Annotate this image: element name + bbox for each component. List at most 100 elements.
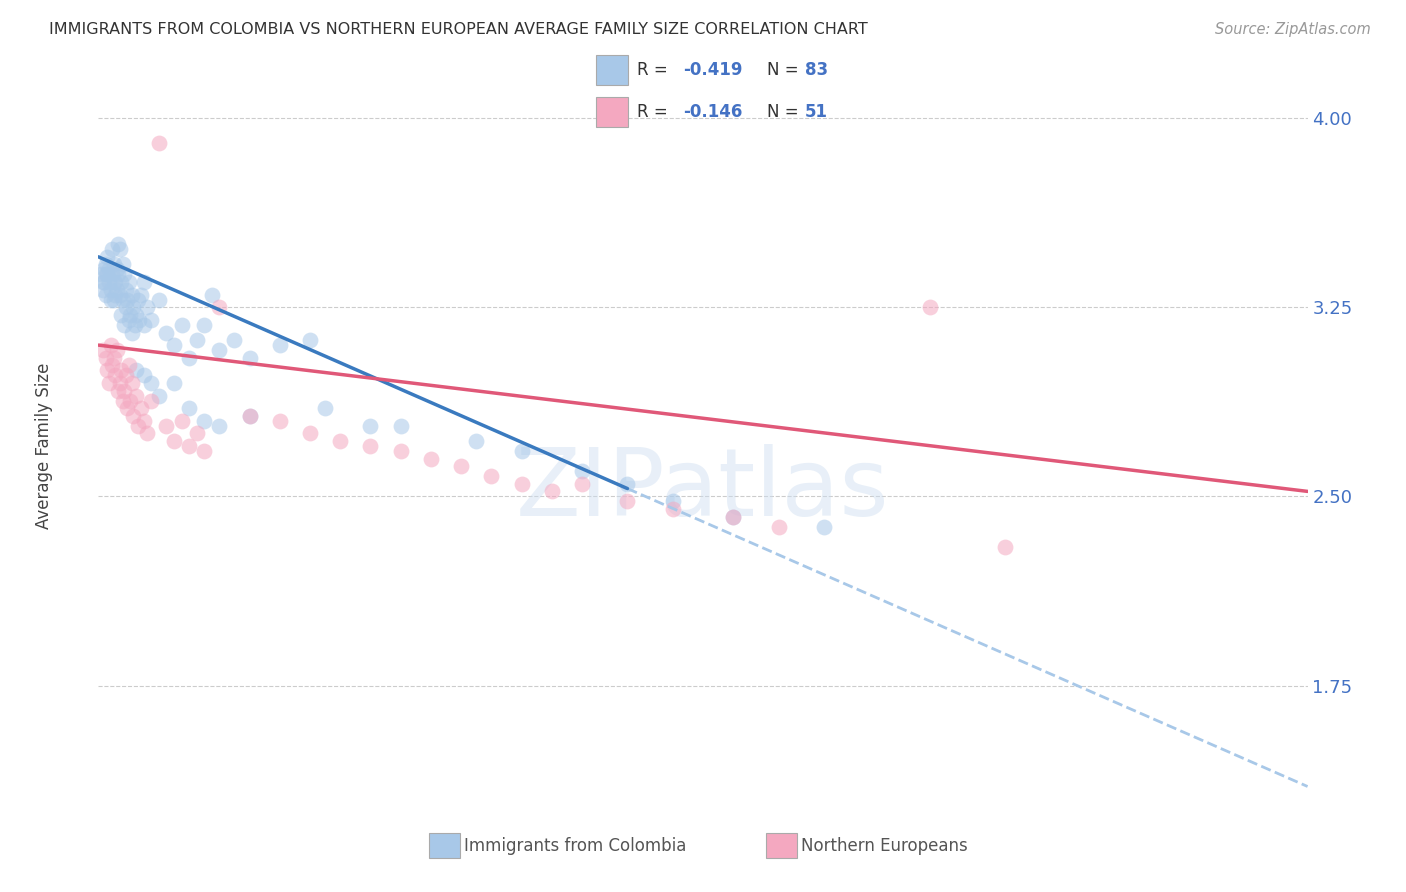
Point bbox=[450, 459, 472, 474]
Point bbox=[91, 275, 114, 289]
Text: N =: N = bbox=[768, 61, 804, 78]
Point bbox=[360, 439, 382, 453]
Point bbox=[208, 418, 231, 433]
Text: R =: R = bbox=[637, 103, 673, 121]
Point bbox=[94, 351, 117, 365]
Point bbox=[118, 359, 141, 373]
Point bbox=[132, 368, 155, 383]
Point bbox=[170, 318, 193, 332]
Point bbox=[110, 275, 132, 289]
Point bbox=[115, 293, 138, 307]
Point bbox=[101, 242, 124, 256]
Point bbox=[661, 494, 683, 508]
Point bbox=[103, 293, 125, 307]
Point bbox=[108, 242, 131, 256]
Point bbox=[571, 476, 593, 491]
Point bbox=[540, 484, 562, 499]
Point bbox=[132, 414, 155, 428]
Point bbox=[108, 287, 131, 301]
Text: Average Family Size: Average Family Size bbox=[35, 363, 53, 529]
Point bbox=[208, 300, 231, 314]
Point bbox=[135, 426, 157, 441]
Point bbox=[141, 313, 163, 327]
Point bbox=[94, 268, 117, 282]
Point bbox=[132, 318, 155, 332]
Point bbox=[114, 300, 136, 314]
Point bbox=[125, 308, 148, 322]
Point bbox=[170, 414, 193, 428]
Point bbox=[389, 418, 412, 433]
Point bbox=[94, 257, 117, 271]
Point bbox=[104, 275, 127, 289]
Point bbox=[135, 300, 157, 314]
Text: 51: 51 bbox=[804, 103, 828, 121]
Point bbox=[155, 326, 177, 340]
Point bbox=[768, 519, 790, 533]
Point bbox=[112, 268, 135, 282]
Text: N =: N = bbox=[768, 103, 804, 121]
Text: R =: R = bbox=[637, 61, 673, 78]
Point bbox=[128, 313, 150, 327]
Point bbox=[121, 376, 143, 390]
Point bbox=[111, 257, 134, 271]
Point bbox=[224, 333, 246, 347]
Point bbox=[100, 338, 122, 352]
Point bbox=[103, 275, 125, 289]
Point bbox=[186, 333, 208, 347]
FancyBboxPatch shape bbox=[596, 97, 627, 127]
Point bbox=[96, 268, 118, 282]
Text: -0.146: -0.146 bbox=[683, 103, 742, 121]
Point bbox=[115, 401, 138, 416]
Point bbox=[179, 439, 201, 453]
Point bbox=[132, 275, 155, 289]
Text: Immigrants from Colombia: Immigrants from Colombia bbox=[464, 837, 686, 855]
Point bbox=[91, 283, 114, 297]
Point bbox=[723, 509, 745, 524]
Point bbox=[100, 293, 122, 307]
Point bbox=[107, 268, 129, 282]
Point bbox=[148, 293, 170, 307]
Point bbox=[93, 262, 115, 277]
Point bbox=[141, 393, 163, 408]
Point bbox=[120, 308, 142, 322]
Point bbox=[103, 351, 125, 365]
Point bbox=[193, 444, 215, 458]
FancyBboxPatch shape bbox=[596, 55, 627, 85]
Point bbox=[141, 376, 163, 390]
Point bbox=[98, 275, 121, 289]
Point bbox=[208, 343, 231, 358]
Point bbox=[100, 283, 122, 297]
Point bbox=[94, 287, 117, 301]
Point bbox=[994, 540, 1017, 554]
Point bbox=[114, 283, 136, 297]
Point bbox=[571, 464, 593, 478]
Point bbox=[98, 376, 121, 390]
Point bbox=[105, 343, 128, 358]
Point bbox=[389, 444, 412, 458]
Point bbox=[148, 136, 170, 151]
Point bbox=[110, 363, 132, 377]
Point bbox=[155, 418, 177, 433]
Text: IMMIGRANTS FROM COLOMBIA VS NORTHERN EUROPEAN AVERAGE FAMILY SIZE CORRELATION CH: IMMIGRANTS FROM COLOMBIA VS NORTHERN EUR… bbox=[49, 22, 868, 37]
Point bbox=[121, 287, 143, 301]
Point bbox=[122, 300, 145, 314]
Point bbox=[111, 293, 134, 307]
Point bbox=[179, 351, 201, 365]
Point bbox=[118, 313, 141, 327]
Point bbox=[90, 268, 112, 282]
Text: 83: 83 bbox=[804, 61, 828, 78]
Point bbox=[108, 376, 131, 390]
Point bbox=[101, 268, 124, 282]
Point bbox=[104, 368, 127, 383]
Point bbox=[616, 476, 638, 491]
Point bbox=[723, 509, 745, 524]
Point bbox=[661, 502, 683, 516]
Point bbox=[107, 384, 129, 398]
Point bbox=[105, 283, 128, 297]
Point bbox=[120, 393, 142, 408]
Point bbox=[616, 494, 638, 508]
Point bbox=[299, 426, 322, 441]
Point bbox=[125, 363, 148, 377]
Point bbox=[163, 376, 186, 390]
Point bbox=[110, 308, 132, 322]
